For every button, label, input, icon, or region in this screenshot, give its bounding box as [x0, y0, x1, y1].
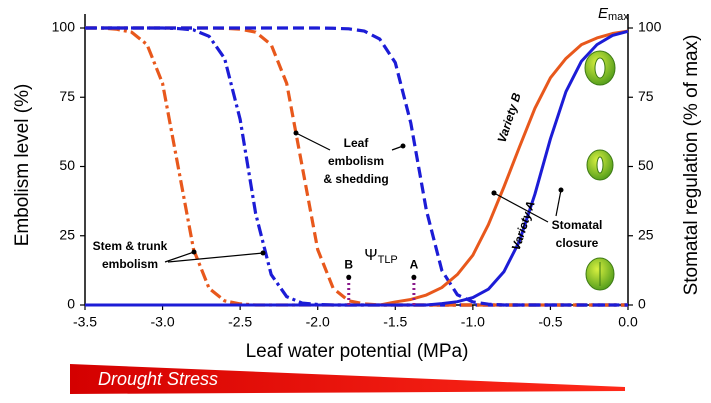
x-tick-label: -1.0 — [461, 314, 485, 330]
x-axis-label: Leaf water potential (MPa) — [246, 341, 469, 362]
leader-line — [493, 192, 549, 223]
y-tick-label: 25 — [59, 226, 75, 242]
leader-line — [295, 132, 331, 151]
annotation: embolism — [102, 257, 158, 271]
tlp-symbol: Ψ — [364, 247, 377, 264]
y-axis-label: Embolism level (%) — [12, 84, 33, 247]
x-tick-label: -0.5 — [538, 314, 562, 330]
tlp-label: ΨTLP — [364, 247, 398, 266]
tlp-marker-dot — [346, 274, 352, 280]
stomata-icons — [584, 50, 616, 291]
y-tick-label: 50 — [59, 157, 75, 173]
series-line — [85, 26, 628, 307]
y2-tick-label: 25 — [638, 226, 654, 242]
stoma-pore — [596, 156, 604, 174]
leader-dot — [491, 190, 497, 196]
annotation: embolism — [328, 154, 384, 168]
y-tick-label: 75 — [59, 88, 75, 104]
series-line — [85, 29, 629, 307]
annotation: Leaf — [344, 136, 370, 150]
leader-dot — [400, 143, 406, 149]
leader-line — [167, 252, 264, 263]
leader-dot — [191, 249, 197, 255]
x-tick-label: -3.5 — [73, 314, 97, 330]
annotation: & shedding — [323, 172, 388, 186]
annotation: Stem & trunk — [93, 239, 168, 253]
tlp-marker-label: A — [410, 257, 419, 271]
stoma-pore — [594, 57, 606, 79]
tlp-marker-dot — [411, 274, 417, 280]
drought-banner — [70, 364, 625, 394]
annotation: Stomatal — [552, 218, 603, 232]
tlp-sub: TLP — [378, 254, 398, 266]
emax-sub: max — [608, 11, 629, 23]
leader-dot — [558, 187, 564, 193]
tlp-marker-label: B — [344, 257, 353, 271]
annotation: Variety B — [495, 91, 524, 145]
annotation: closure — [556, 236, 599, 250]
leader-line — [555, 189, 562, 217]
y2-tick-label: 100 — [638, 19, 662, 35]
x-tick-label: -2.5 — [228, 314, 252, 330]
emax-symbol: E — [598, 5, 609, 22]
leader-dot — [260, 250, 266, 256]
x-tick-label: -2.0 — [306, 314, 330, 330]
y2-tick-label: 50 — [638, 157, 654, 173]
x-tick-label: -1.5 — [383, 314, 407, 330]
x-tick-label: -3.0 — [151, 314, 175, 330]
y2-tick-label: 75 — [638, 88, 654, 104]
leader-dot — [293, 130, 299, 136]
y2-axis-label: Stomatal regulation (% of max) — [681, 35, 702, 296]
y-tick-label: 0 — [67, 296, 75, 312]
banner-text: Drought Stress — [98, 369, 218, 389]
leader-line — [164, 251, 195, 263]
y2-tick-label: 0 — [638, 296, 646, 312]
y-tick-label: 100 — [52, 19, 76, 35]
emax-label: Emax — [598, 5, 629, 23]
x-tick-label: 0.0 — [618, 314, 638, 330]
annotation: Variety A — [509, 199, 538, 252]
